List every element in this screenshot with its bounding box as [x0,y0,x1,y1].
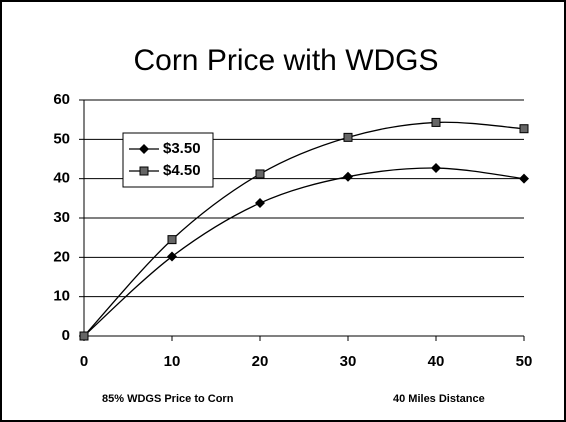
y-tick-label: 20 [53,248,70,265]
x-tick-label: 30 [340,353,357,370]
chart-title: Corn Price with WDGS [133,44,438,77]
marker [255,198,265,209]
y-tick-label: 50 [53,130,70,147]
marker [139,166,149,176]
x-tick-label: 20 [252,353,269,370]
y-tick-label: 60 [53,91,70,108]
x-tick-label: 40 [428,353,445,370]
y-tick-label: 0 [62,327,70,344]
x-tick-label: 10 [164,353,181,370]
marker [167,235,177,245]
marker [431,117,441,127]
y-tick-label: 40 [53,170,70,187]
series-line [83,167,525,337]
marker [255,169,265,179]
marker [431,163,441,174]
marker [139,144,149,154]
marker [79,331,89,341]
legend-box [122,132,214,188]
marker [519,124,529,134]
annotation: 85% WDGS Price to Corn [102,393,234,405]
marker [519,173,529,184]
marker [343,171,353,182]
marker [343,132,353,142]
annotation: 40 Miles Distance [393,393,485,405]
y-tick-label: 10 [53,288,70,305]
marker [167,251,177,262]
y-tick-label: 30 [53,209,70,226]
series-line [83,121,525,337]
legend-label: $3.50 [163,140,201,157]
x-tick-label: 0 [80,353,88,370]
x-tick-label: 50 [516,353,533,370]
legend-label: $4.50 [163,162,201,179]
